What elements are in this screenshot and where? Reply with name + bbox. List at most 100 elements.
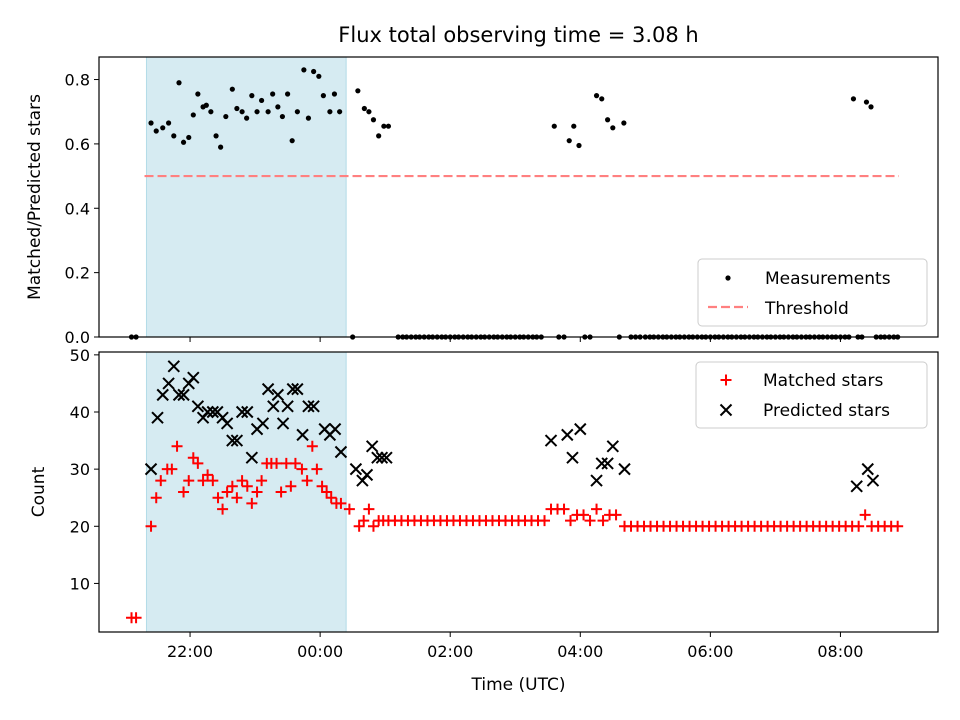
predicted-stars-point [201, 405, 214, 419]
measurement-point [270, 91, 276, 97]
predicted-stars-point [590, 474, 603, 487]
measurement-point [244, 115, 250, 121]
matched-stars-point [226, 480, 238, 492]
matched-stars-point [363, 503, 375, 515]
matched-stars-point [301, 475, 313, 487]
predicted-stars-point [241, 405, 254, 419]
measurement-point [370, 117, 377, 123]
measurement-point [186, 134, 192, 141]
predicted-stars-point [850, 480, 863, 493]
measurement-point [301, 67, 307, 73]
y-tick-label: 30 [70, 460, 90, 479]
legend-matched-marker [720, 374, 732, 386]
predicted-stars-point [544, 434, 558, 447]
measurement-point [355, 88, 361, 94]
measurement-point [275, 104, 281, 110]
matched-stars-point [236, 475, 248, 487]
y-tick-label: 20 [70, 517, 90, 536]
measurement-point [576, 142, 582, 149]
predicted-stars-point [371, 451, 384, 464]
predicted-stars-point [261, 382, 275, 396]
predicted-stars-point [226, 434, 239, 447]
matched-stars-point [367, 520, 379, 532]
predicted-stars-point [349, 462, 363, 476]
measurement-point [593, 93, 600, 99]
predicted-stars-point [618, 462, 631, 476]
measurement-point [551, 123, 557, 129]
x-tick-label: 00:00 [297, 642, 343, 661]
predicted-stars-point [220, 417, 234, 430]
measurement-point [258, 97, 265, 104]
measurement-point [195, 91, 201, 97]
top-axes-frame [98, 56, 939, 338]
predicted-stars-point [151, 411, 164, 424]
matched-stars-point [130, 612, 142, 624]
measurement-point [571, 123, 577, 129]
matched-stars-point [892, 520, 904, 532]
measurement-point [254, 109, 260, 115]
measurement-point [863, 99, 870, 105]
matched-stars-point [231, 492, 243, 504]
bottom-series [126, 360, 904, 624]
measurement-point [610, 125, 616, 131]
measurement-point [605, 117, 611, 123]
bottom-axes-frame [98, 351, 939, 633]
measurement-point [234, 105, 240, 112]
measurement-point [327, 109, 333, 115]
measurement-point [331, 91, 338, 97]
matched-stars-point [343, 503, 355, 515]
y-tick-label: 10 [70, 574, 90, 593]
y-tick-label: 50 [70, 346, 90, 365]
matched-stars-point [565, 515, 577, 527]
matched-stars-point [171, 440, 183, 452]
measurement-point [153, 128, 159, 134]
bottom-ylabel: Count [29, 466, 49, 517]
predicted-stars-point [380, 451, 393, 464]
measurement-point [249, 93, 255, 99]
predicted-stars-point [162, 377, 175, 390]
matched-stars-point [289, 457, 301, 469]
top-axes-ticks: 0.0 0.2 0.4 0.6 0.8 [65, 71, 841, 347]
predicted-stars-point [206, 405, 220, 419]
legend-predicted-marker [719, 403, 733, 417]
predicted-stars-point [296, 428, 309, 442]
predicted-stars-point [187, 371, 200, 384]
matched-stars-point [316, 480, 328, 492]
measurement-point [176, 80, 182, 86]
predicted-stars-point [375, 451, 389, 464]
predicted-stars-point [302, 400, 315, 413]
predicted-stars-point [328, 422, 342, 436]
measurement-point [868, 104, 874, 110]
measurement-point [366, 109, 372, 115]
measurement-point [320, 93, 326, 99]
matched-stars-point [202, 469, 214, 481]
matched-stars-point [192, 457, 204, 469]
measurement-point [208, 109, 214, 115]
predicted-stars-point [365, 440, 379, 453]
predicted-stars-point [156, 388, 169, 402]
matched-stars-point [584, 515, 596, 527]
y-tick-label: 0.6 [65, 135, 90, 154]
observing-span [145, 351, 347, 633]
matched-stars-point [271, 457, 283, 469]
matched-stars-point [558, 503, 570, 515]
measurement-point [218, 144, 224, 150]
predicted-stars-point [256, 417, 270, 430]
measurement-point [337, 109, 343, 115]
measurement-point [850, 96, 857, 102]
matched-stars-point [275, 486, 287, 498]
predicted-stars-point [334, 445, 348, 459]
predicted-stars-point [267, 400, 280, 413]
matched-stars-point [187, 452, 199, 464]
matched-stars-point [591, 503, 603, 515]
matched-stars-point [197, 475, 209, 487]
legend-measurements-label: Measurements [765, 269, 891, 289]
panel-count: 22:00 00:00 02:00 04:00 06:00 08:00 10 20 30 40 50… [29, 346, 939, 661]
matched-stars-point [212, 492, 224, 504]
y-tick-label: 40 [70, 403, 90, 422]
measurement-point [316, 73, 322, 79]
predicted-stars-point [271, 388, 285, 402]
matched-stars-point [155, 475, 167, 487]
matched-stars-point [859, 509, 871, 521]
